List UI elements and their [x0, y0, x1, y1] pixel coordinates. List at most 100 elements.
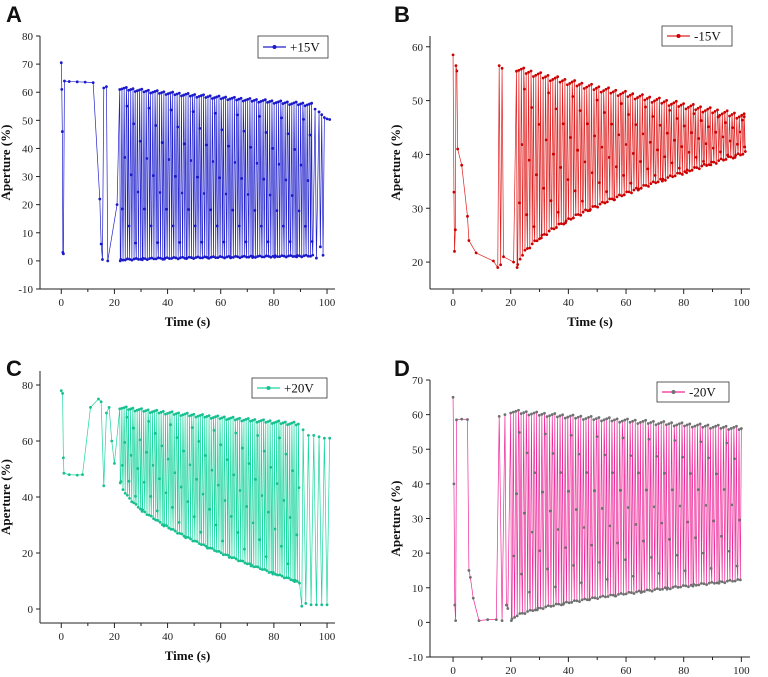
data-point [127, 224, 131, 228]
data-point [244, 98, 247, 102]
data-point [535, 173, 538, 177]
data-point [106, 259, 110, 263]
data-point [136, 467, 140, 470]
data-point [172, 256, 176, 259]
data-point [453, 249, 456, 253]
data-point [261, 99, 265, 102]
data-point [580, 581, 583, 585]
data-point [641, 132, 645, 136]
data-point [170, 257, 173, 260]
data-point [631, 574, 635, 578]
data-point [306, 254, 310, 258]
data-point [147, 420, 151, 423]
data-point [176, 531, 179, 535]
data-point [138, 139, 142, 143]
data-point [253, 418, 257, 421]
data-point [569, 217, 573, 221]
data-point [557, 602, 561, 606]
data-point [157, 411, 161, 415]
data-point [271, 146, 274, 150]
data-point [729, 427, 733, 430]
data-point [679, 585, 683, 589]
data-point [655, 587, 659, 590]
legend-marker [671, 390, 676, 394]
data-point [656, 180, 660, 184]
data-point [702, 160, 705, 163]
data-point [102, 484, 106, 488]
data-point [703, 109, 707, 112]
data-point [97, 397, 100, 401]
data-point [230, 514, 233, 518]
data-point [541, 490, 544, 494]
y-tick-label: 70 [22, 59, 34, 71]
data-point [605, 190, 609, 194]
data-point [190, 256, 193, 259]
data-point [325, 603, 329, 607]
data-point [290, 102, 294, 106]
data-point [567, 489, 570, 493]
series-markers [451, 53, 747, 269]
data-point [152, 517, 155, 521]
legend-box [257, 35, 329, 59]
legend-box [656, 381, 730, 403]
data-point [603, 453, 607, 457]
data-point [165, 207, 169, 211]
data-point [195, 95, 199, 99]
data-point [284, 255, 288, 259]
data-point [602, 418, 606, 422]
data-point [573, 189, 577, 193]
data-point [208, 94, 212, 98]
data-point [313, 107, 317, 111]
data-point [689, 472, 692, 475]
data-point [605, 417, 609, 421]
data-point [280, 254, 284, 257]
data-point [304, 253, 308, 257]
data-point [267, 254, 271, 258]
data-point [144, 409, 148, 413]
data-point [532, 411, 536, 415]
data-point [282, 576, 286, 580]
data-point [199, 530, 203, 534]
data-point [289, 254, 293, 257]
data-point [258, 254, 262, 258]
data-point [176, 125, 180, 129]
data-point [166, 92, 170, 96]
data-point [590, 82, 593, 86]
data-point [518, 257, 522, 261]
data-point [627, 190, 631, 194]
data-point [572, 599, 576, 603]
data-point [570, 80, 574, 84]
data-point [247, 255, 251, 259]
data-point [274, 101, 278, 104]
data-point [193, 93, 197, 96]
data-point [600, 507, 604, 510]
data-point [211, 160, 215, 163]
data-point [187, 208, 191, 211]
data-point [598, 560, 601, 564]
data-point [191, 539, 195, 543]
data-point [269, 570, 273, 574]
data-point [143, 257, 147, 261]
panel-label-d: D [394, 356, 410, 381]
data-point [551, 78, 555, 81]
data-point [574, 213, 578, 217]
data-point [166, 457, 170, 461]
data-point [188, 94, 192, 98]
data-point [285, 576, 288, 580]
data-point [650, 589, 654, 593]
y-axis-label: Aperture (%) [0, 125, 13, 201]
data-point [165, 524, 168, 528]
data-point [517, 68, 521, 72]
y-axis-label: Aperture (%) [388, 125, 403, 201]
data-point [131, 87, 135, 91]
data-point [466, 418, 469, 421]
data-point [613, 418, 616, 422]
x-axis-label: Time (s) [567, 314, 613, 329]
data-point [142, 90, 146, 94]
y-tick-label: 0 [28, 256, 34, 268]
data-point [317, 435, 321, 439]
data-point [551, 452, 555, 455]
data-point [277, 436, 281, 440]
data-point [105, 411, 108, 415]
data-point [598, 202, 602, 206]
